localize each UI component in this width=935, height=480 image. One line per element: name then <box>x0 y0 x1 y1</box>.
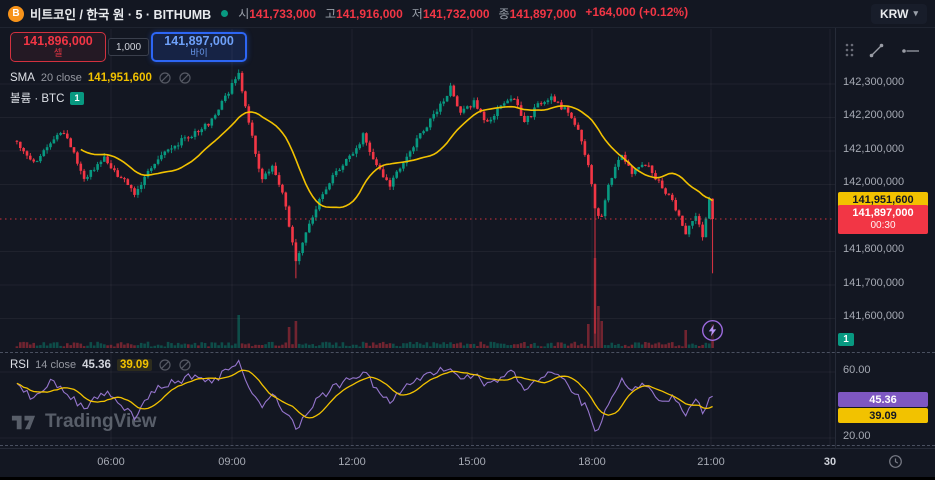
last-price-value: 141,897,000 <box>852 206 914 219</box>
pane-separator[interactable] <box>0 352 935 353</box>
high-field: 고141,916,000 <box>325 5 403 22</box>
rsi-value-label: 45.36 <box>838 392 928 407</box>
time-tick: 12:00 <box>338 456 366 468</box>
price-tick: 142,200,000 <box>843 109 905 121</box>
time-tick: 21:00 <box>697 456 725 468</box>
pane-separator[interactable] <box>0 445 935 446</box>
watermark-text: TradingView <box>45 410 157 432</box>
price-scale[interactable]: 142,300,000 142,200,000 142,100,000 142,… <box>835 28 935 448</box>
rsi-indicator-legend[interactable]: RSI 14 close 45.36 39.09 <box>10 357 192 373</box>
buy-price: 141,897,000 <box>164 34 234 49</box>
time-tick: 18:00 <box>578 456 606 468</box>
trend-line-tool-icon[interactable] <box>868 42 885 64</box>
price-tick: 142,100,000 <box>843 143 905 155</box>
indicator-settings-icon[interactable] <box>178 358 192 372</box>
open-field: 시141,733,000 <box>238 5 316 22</box>
low-value: 141,732,000 <box>422 7 490 21</box>
rsi-ma-value: 39.09 <box>116 359 152 371</box>
time-tick: 06:00 <box>97 456 125 468</box>
volume-scale-badge: 1 <box>838 333 854 346</box>
volume-indicator-legend[interactable]: 볼륨 · BTC 1 <box>10 90 84 106</box>
last-price-label: 141,897,000 00:30 <box>838 205 928 235</box>
time-axis[interactable]: 06:00 09:00 12:00 15:00 18:00 21:00 30 <box>0 448 935 478</box>
price-tick: 141,700,000 <box>843 277 905 289</box>
rsi-value: 45.36 <box>82 359 111 371</box>
tradingview-logo-icon <box>11 415 36 430</box>
tradingview-watermark: TradingView <box>10 408 157 435</box>
hide-indicator-icon[interactable] <box>158 358 172 372</box>
sma-indicator-legend[interactable]: SMA 20 close 141,951,600 <box>10 70 192 86</box>
high-value: 141,916,000 <box>336 7 403 21</box>
hide-indicator-icon[interactable] <box>158 71 172 85</box>
date-tick: 30 <box>823 456 837 468</box>
time-tick: 09:00 <box>218 456 246 468</box>
indicator-settings-icon[interactable] <box>178 71 192 85</box>
chevron-down-icon: ▾ <box>913 8 918 18</box>
sell-button[interactable]: 141,896,000 셀 <box>10 32 106 62</box>
currency-selector[interactable]: KRW ▾ <box>871 3 927 24</box>
buy-button[interactable]: 141,897,000 바이 <box>151 32 248 62</box>
bar-countdown: 00:30 <box>870 220 896 232</box>
volume-name: 볼륨 · BTC <box>10 93 65 105</box>
change-value: +164,000 (+0.12%) <box>585 5 689 19</box>
price-tick: 142,300,000 <box>843 76 905 88</box>
currency-value: KRW <box>880 6 909 21</box>
symbol-title[interactable]: 비트코인 / 한국 원 · 5 · BITHUMB <box>30 8 212 22</box>
sell-label: 셀 <box>53 47 63 59</box>
price-tick: 142,000,000 <box>843 176 905 188</box>
open-label: 시 <box>238 7 250 21</box>
market-status-dot <box>221 10 229 17</box>
price-tick: 141,800,000 <box>843 243 905 255</box>
close-value: 141,897,000 <box>509 7 577 21</box>
rsi-tick: 60.00 <box>843 364 871 376</box>
sell-price: 141,896,000 <box>23 34 93 49</box>
volume-badge: 1 <box>70 91 84 105</box>
low-label: 저 <box>411 7 423 21</box>
sma-params: 20 close <box>40 72 82 84</box>
sma-name: SMA <box>10 72 35 84</box>
sma-price-label: 141,951,600 <box>838 192 928 207</box>
horizontal-ray-tool-icon[interactable] <box>900 44 920 62</box>
buy-label: 바이 <box>190 47 208 59</box>
rsi-tick: 20.00 <box>843 430 871 442</box>
chart-header: B 비트코인 / 한국 원 · 5 · BITHUMB 시141,733,000… <box>0 0 935 28</box>
time-tick: 15:00 <box>458 456 486 468</box>
close-field: 종141,897,000 <box>499 5 577 22</box>
low-field: 저141,732,000 <box>412 5 490 22</box>
order-panel: 141,896,000 셀 1,000 141,897,000 바이 <box>10 32 248 62</box>
clock-icon[interactable] <box>888 454 903 474</box>
sma-value: 141,951,600 <box>87 72 152 84</box>
bitcoin-icon: B <box>8 5 24 22</box>
price-tick: 141,600,000 <box>843 310 905 322</box>
rsi-ma-label: 39.09 <box>838 408 928 423</box>
drag-handle-icon[interactable] <box>844 42 855 63</box>
rsi-params: 14 close <box>35 359 77 371</box>
high-label: 고 <box>324 7 337 21</box>
window-bottom-bar <box>0 477 935 480</box>
open-value: 141,733,000 <box>249 7 316 21</box>
rsi-name: RSI <box>10 359 30 371</box>
lightning-icon[interactable] <box>701 319 724 342</box>
ohlc-row: 시141,733,000 고141,916,000 저141,732,000 종… <box>238 5 688 22</box>
close-label: 종 <box>498 7 510 21</box>
spread-value: 1,000 <box>108 38 150 56</box>
